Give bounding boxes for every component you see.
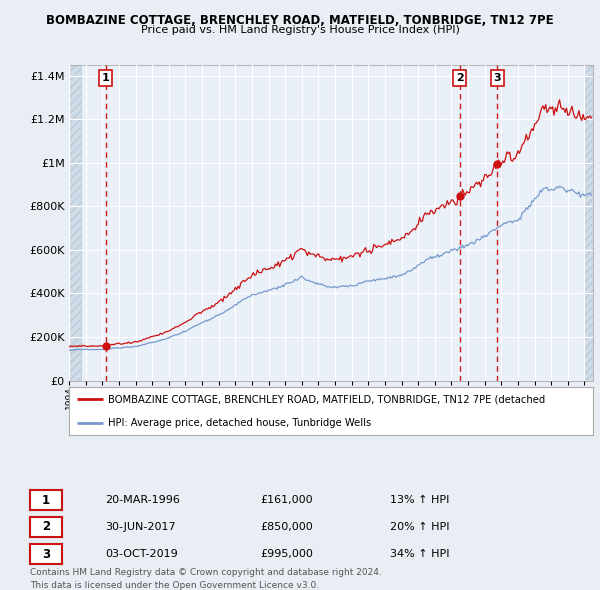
Text: HPI: Average price, detached house, Tunbridge Wells: HPI: Average price, detached house, Tunb…	[108, 418, 371, 428]
Text: This data is licensed under the Open Government Licence v3.0.: This data is licensed under the Open Gov…	[30, 581, 319, 590]
Text: 2: 2	[42, 520, 50, 533]
Text: 20-MAR-1996: 20-MAR-1996	[105, 495, 180, 505]
Text: 3: 3	[42, 548, 50, 560]
Text: 03-OCT-2019: 03-OCT-2019	[105, 549, 178, 559]
Text: BOMBAZINE COTTAGE, BRENCHLEY ROAD, MATFIELD, TONBRIDGE, TN12 7PE: BOMBAZINE COTTAGE, BRENCHLEY ROAD, MATFI…	[46, 14, 554, 27]
Text: BOMBAZINE COTTAGE, BRENCHLEY ROAD, MATFIELD, TONBRIDGE, TN12 7PE (detached: BOMBAZINE COTTAGE, BRENCHLEY ROAD, MATFI…	[108, 394, 545, 404]
Text: 30-JUN-2017: 30-JUN-2017	[105, 522, 176, 532]
Text: 34% ↑ HPI: 34% ↑ HPI	[390, 549, 449, 559]
Text: £995,000: £995,000	[260, 549, 313, 559]
Text: Price paid vs. HM Land Registry's House Price Index (HPI): Price paid vs. HM Land Registry's House …	[140, 25, 460, 35]
Text: 13% ↑ HPI: 13% ↑ HPI	[390, 495, 449, 505]
Bar	[69, 65, 82, 381]
Text: 3: 3	[493, 73, 501, 83]
Text: £850,000: £850,000	[260, 522, 313, 532]
Text: 20% ↑ HPI: 20% ↑ HPI	[390, 522, 449, 532]
Text: 1: 1	[102, 73, 110, 83]
Bar	[584, 65, 593, 381]
Text: £161,000: £161,000	[260, 495, 313, 505]
Text: 2: 2	[456, 73, 463, 83]
Text: Contains HM Land Registry data © Crown copyright and database right 2024.: Contains HM Land Registry data © Crown c…	[30, 568, 382, 577]
Text: 1: 1	[42, 493, 50, 506]
